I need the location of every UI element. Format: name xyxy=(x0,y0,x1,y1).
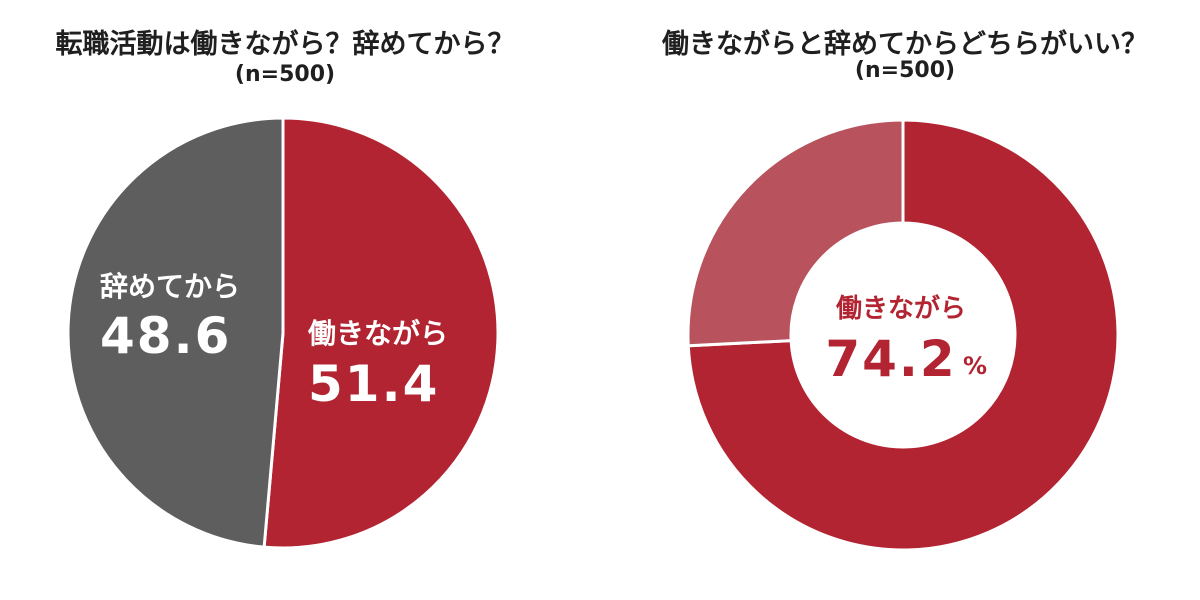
left-pie-chart: 働きながら 51.4 辞めてから 48.6 xyxy=(66,116,500,550)
donut-slice xyxy=(686,118,1120,552)
left-chart-title: 転職活動は働きながら？辞めてから？ xyxy=(55,29,515,60)
right-chart-title: 働きながらと辞めてからどちらがいい？ xyxy=(662,29,1148,60)
donut-center-unit: % xyxy=(963,352,987,380)
slice-value-label: 51.4 xyxy=(308,355,439,413)
left-chart-subtitle: (n=500) xyxy=(234,62,336,87)
slice-value-label: 48.6 xyxy=(100,307,231,365)
pie-slice xyxy=(262,116,500,550)
donut-center-label: 働きながら xyxy=(835,293,966,324)
donut-slice xyxy=(686,118,905,348)
slice-label: 働きながら xyxy=(307,317,448,350)
right-chart-panel: 働きながらと辞めてからどちらがいい？ (n=500) 働きながら 74.2% xyxy=(600,0,1200,600)
right-chart-subtitle: (n=500) xyxy=(854,58,956,83)
slice-label: 辞めてから xyxy=(100,270,240,303)
pie-slice xyxy=(66,116,285,549)
donut-center-value: 74.2 xyxy=(825,330,956,388)
left-chart-panel: 転職活動は働きながら？辞めてから？ (n=500) 働きながら 51.4 辞めてから… xyxy=(55,29,515,550)
right-donut-chart: 働きながら 74.2% xyxy=(686,118,1120,552)
